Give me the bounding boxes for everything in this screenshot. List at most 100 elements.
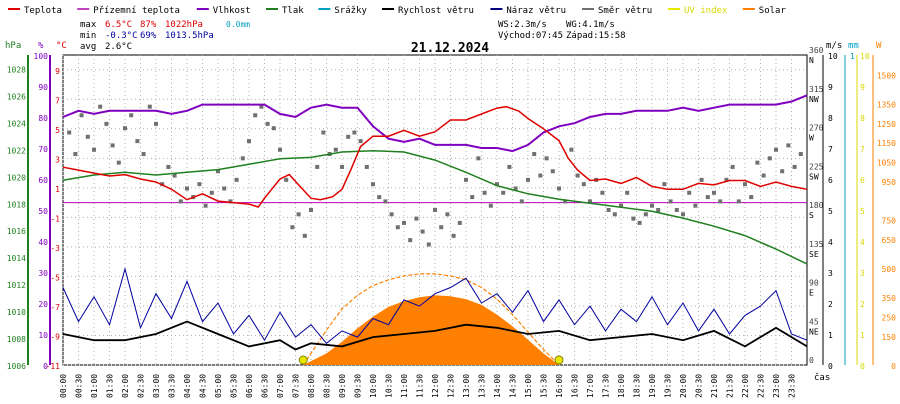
stat-min-label: min (80, 31, 96, 41)
tick-dirlabel-0: N (809, 56, 814, 65)
wind-dir-point (606, 208, 611, 212)
tick-w-10: 250 (882, 314, 897, 323)
legend-label-4: Srážky (334, 6, 367, 16)
wind-dir-point (433, 208, 437, 212)
wind-dir-point (476, 156, 481, 161)
legend-label-8: UV index (684, 6, 728, 16)
wind-dir-point (457, 220, 462, 225)
tick-ms-5: 5 (828, 207, 833, 216)
stat-max-press: 1022hPa (165, 20, 203, 30)
tick-x-6: 03:00 (152, 374, 161, 398)
tick-x-43: 21:30 (726, 374, 735, 398)
wind-dir-point (309, 208, 313, 212)
stat-min-hum: 69% (140, 31, 157, 41)
tick-x-17: 08:30 (323, 374, 332, 398)
tick-x-19: 09:30 (354, 374, 363, 398)
tick-w-7: 650 (882, 236, 897, 245)
wind-dir-point (786, 143, 791, 148)
wind-dir-point (780, 169, 785, 174)
series-solar-theoretical (302, 273, 560, 366)
tick-mm-0: 1 (850, 52, 855, 61)
tick-hpa-9: 1010 (7, 308, 26, 317)
wind-dir-point (340, 164, 344, 169)
tick-pct-3: 70 (38, 145, 48, 154)
wind-dir-point (426, 242, 431, 247)
tick-hpa-5: 1018 (7, 200, 26, 209)
legend-label-6: Náraz větru (506, 6, 566, 16)
tick-x-31: 15:30 (540, 374, 549, 398)
tick-uv-7: 3 (860, 269, 865, 278)
legend-label-1: Přízemní teplota (93, 6, 180, 16)
tick-x-22: 11:00 (400, 374, 409, 398)
wind-dir-point (209, 190, 214, 195)
wind-dir-point (302, 233, 307, 238)
tick-x-11: 05:30 (230, 374, 239, 398)
tick-degc-7: -5 (50, 273, 60, 282)
wind-dir-point (228, 199, 233, 204)
tick-x-4: 02:00 (121, 374, 130, 398)
legend-label-0: Teplota (24, 6, 62, 16)
stat-max-label: max (80, 20, 97, 30)
wind-dir-point (290, 225, 295, 230)
tick-x-33: 16:30 (571, 374, 580, 398)
wind-dir-point (569, 147, 574, 152)
tick-hpa-11: 1006 (7, 362, 26, 371)
wind-dir-point (668, 199, 673, 204)
wind-dir-point (736, 199, 741, 204)
tick-x-14: 07:00 (276, 374, 285, 398)
tick-dir-7: 45 (809, 317, 819, 326)
wind-dir-point (73, 152, 78, 157)
tick-hpa-3: 1022 (7, 146, 26, 155)
wind-dir-point (240, 156, 245, 161)
stat-rain: 0.0mm (226, 20, 250, 29)
wind-dir-point (662, 182, 667, 187)
series-pressure (62, 149, 808, 265)
wind-dir-point (346, 134, 351, 139)
legend-label-5: Rychlost větru (398, 6, 474, 16)
tick-ms-10: 0 (828, 362, 833, 371)
wind-dir-point (247, 139, 251, 144)
wind-dir-point (631, 216, 636, 221)
wind-dir-point (141, 152, 146, 157)
wind-dir-point (408, 238, 413, 243)
wind-dir-point (92, 147, 96, 152)
wind-dir-point (792, 164, 797, 169)
tick-x-28: 14:00 (493, 374, 502, 398)
stat-min-temp: -0.3°C (105, 31, 138, 41)
tick-x-25: 12:30 (447, 374, 456, 398)
unit-time: čas (814, 372, 830, 383)
tick-w-1: 1350 (877, 100, 896, 109)
wind-dir-point (123, 126, 127, 131)
tick-x-36: 18:00 (617, 374, 626, 398)
tick-x-46: 23:00 (772, 374, 781, 398)
wind-dir-point (197, 182, 202, 187)
wind-dir-point (253, 113, 258, 118)
series-humidity (62, 94, 808, 153)
wind-dir-point (333, 147, 338, 152)
wind-dir-point (135, 139, 140, 144)
tick-x-47: 23:30 (788, 374, 797, 398)
stat-max-hum: 87% (140, 20, 157, 30)
wind-dir-point (563, 199, 568, 204)
tick-pct-0: 100 (34, 52, 49, 61)
tick-uv-1: 9 (860, 83, 865, 92)
tick-ms-4: 6 (828, 176, 833, 185)
stat-ws: WS:2.3m/s (498, 20, 547, 30)
wind-dir-point (98, 104, 103, 109)
legend-label-7: Směr větru (598, 6, 652, 16)
tick-x-38: 19:00 (648, 374, 657, 398)
wind-dir-point (767, 156, 772, 161)
tick-degc-1: 7 (55, 96, 60, 105)
tick-x-7: 03:30 (168, 374, 177, 398)
wind-dir-point (439, 225, 444, 230)
wind-dir-point (445, 212, 450, 217)
tick-dirlabel-1: NW (809, 95, 819, 104)
tick-x-13: 06:30 (261, 374, 270, 398)
tick-w-9: 350 (882, 294, 897, 303)
wind-dir-point (798, 152, 803, 157)
tick-x-23: 11:30 (416, 374, 425, 398)
tick-dir-2: 270 (809, 124, 824, 133)
wind-dir-point (116, 160, 121, 165)
wind-dir-point (581, 182, 586, 187)
tick-x-26: 13:00 (462, 374, 471, 398)
